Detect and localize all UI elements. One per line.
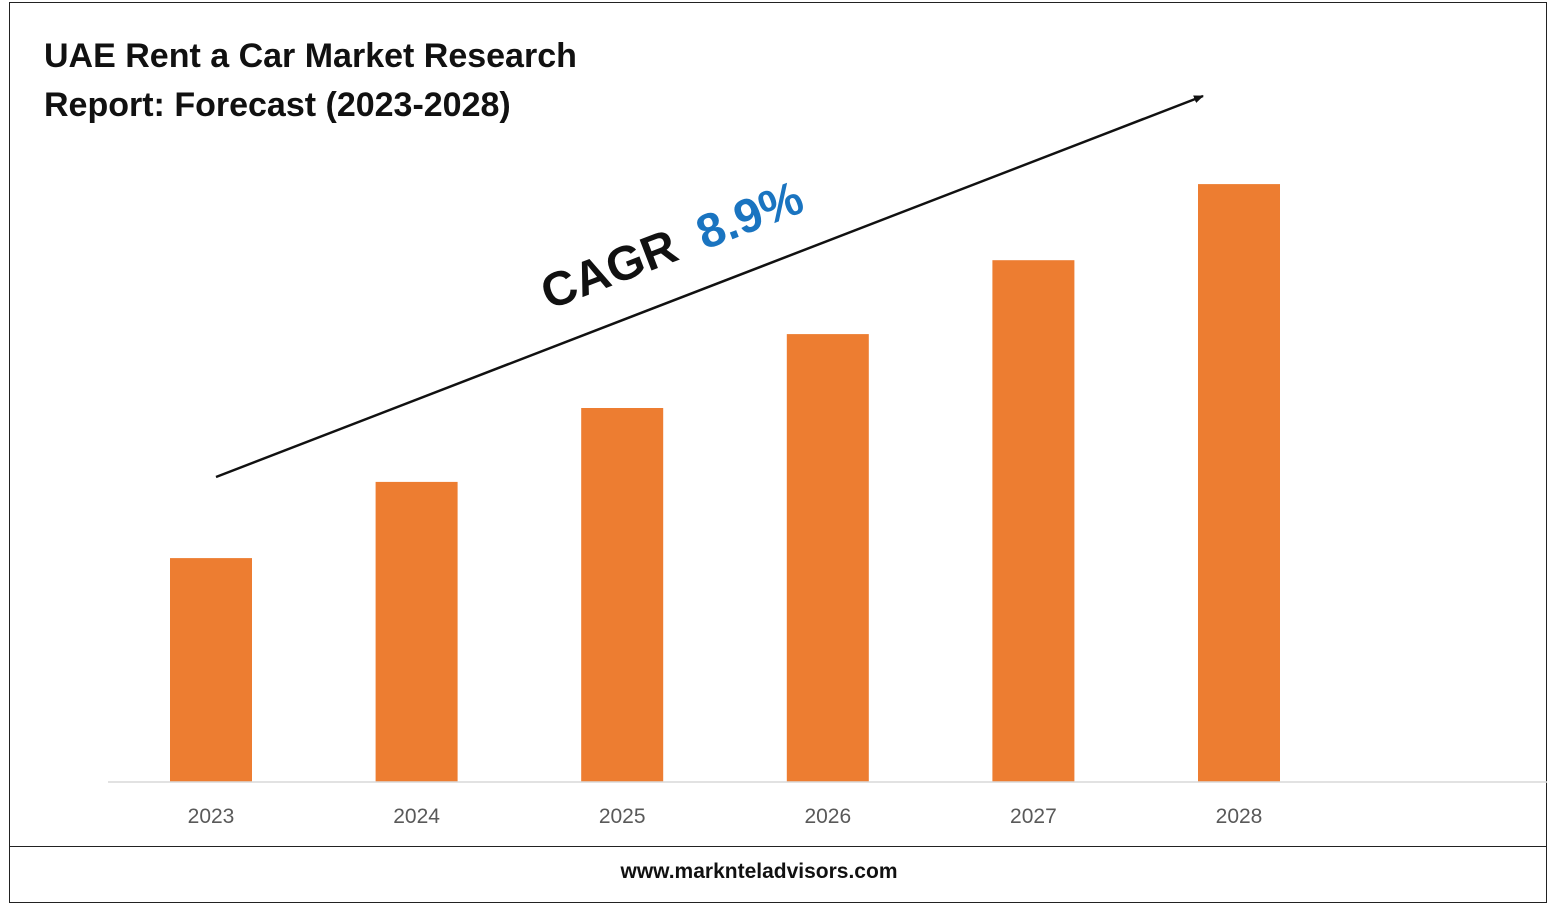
bar-2025 xyxy=(581,408,664,782)
source-url: www.marknteladvisors.com xyxy=(620,860,898,883)
x-tick-label-2025: 2025 xyxy=(599,805,646,828)
x-tick-label-2023: 2023 xyxy=(188,805,235,828)
chart-title-line-2: Report: Forecast (2023-2028) xyxy=(44,86,511,124)
x-axis-tick-labels: 2023 2024 2025 2026 2027 2028 xyxy=(188,805,1263,828)
x-tick-label-2026: 2026 xyxy=(804,805,851,828)
cagr-annotation: CAGR 8.9% xyxy=(534,171,811,320)
x-tick-label-2024: 2024 xyxy=(393,805,440,828)
trend-arrow xyxy=(215,94,1204,479)
chart-frame xyxy=(9,2,1547,847)
bar-2024 xyxy=(375,481,458,782)
x-tick-label-2028: 2028 xyxy=(1216,805,1263,828)
cagr-value: 8.9% xyxy=(689,171,810,260)
bar-2027 xyxy=(992,260,1075,782)
bars-group xyxy=(170,184,1280,783)
x-tick-label-2027: 2027 xyxy=(1010,805,1057,828)
bar-2023 xyxy=(170,558,252,782)
bar-2028 xyxy=(1198,184,1280,783)
bar-2026 xyxy=(786,334,869,782)
chart-title-line-1: UAE Rent a Car Market Research xyxy=(44,37,577,75)
footer-bar xyxy=(9,847,1547,903)
chart-title: UAE Rent a Car Market Research Report: F… xyxy=(44,32,664,130)
